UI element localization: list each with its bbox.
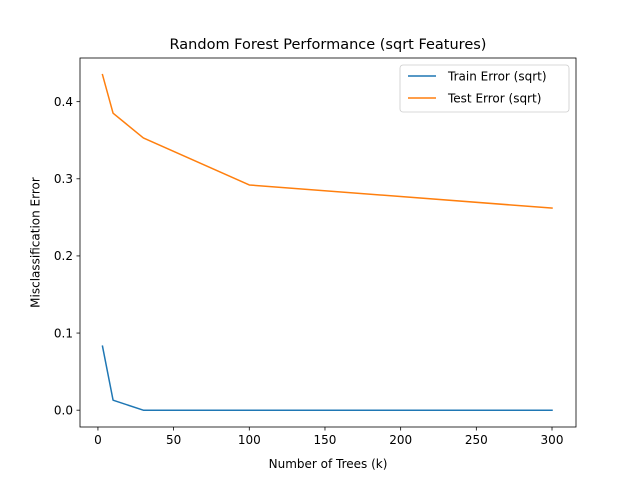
y-axis-ticks: 0.0 0.1 0.2 0.3 0.4 [54, 95, 80, 417]
x-axis-label: Number of Trees (k) [269, 457, 388, 471]
x-tick-label-4: 200 [389, 433, 412, 447]
x-tick-label-3: 150 [314, 433, 337, 447]
x-axis-ticks: 0 50 100 150 200 250 300 [94, 427, 563, 447]
legend-label-0: Train Error (sqrt) [447, 69, 547, 83]
chart-title: Random Forest Performance (sqrt Features… [170, 37, 487, 53]
y-tick-label-4: 0.4 [54, 95, 73, 109]
y-tick-label-0: 0.0 [54, 403, 73, 417]
legend-box [399, 64, 570, 113]
y-axis-label: Misclassification Error [29, 177, 43, 308]
x-tick-label-6: 300 [541, 433, 564, 447]
y-tick-label-3: 0.3 [54, 172, 73, 186]
legend-items: Train Error (sqrt) Test Error (sqrt) [408, 69, 547, 105]
series-line-1 [101, 73, 553, 209]
legend-label-1: Test Error (sqrt) [447, 91, 541, 105]
y-tick-label-2: 0.2 [54, 249, 73, 263]
legend: Train Error (sqrt) Test Error (sqrt) [399, 64, 570, 113]
x-tick-label-1: 50 [166, 433, 181, 447]
x-tick-label-2: 100 [238, 433, 261, 447]
x-tick-label-5: 250 [465, 433, 488, 447]
y-tick-label-1: 0.1 [54, 326, 73, 340]
plot-frame [79, 57, 577, 428]
series-layer [101, 73, 553, 411]
x-tick-label-0: 0 [94, 433, 102, 447]
series-line-0 [101, 345, 553, 411]
